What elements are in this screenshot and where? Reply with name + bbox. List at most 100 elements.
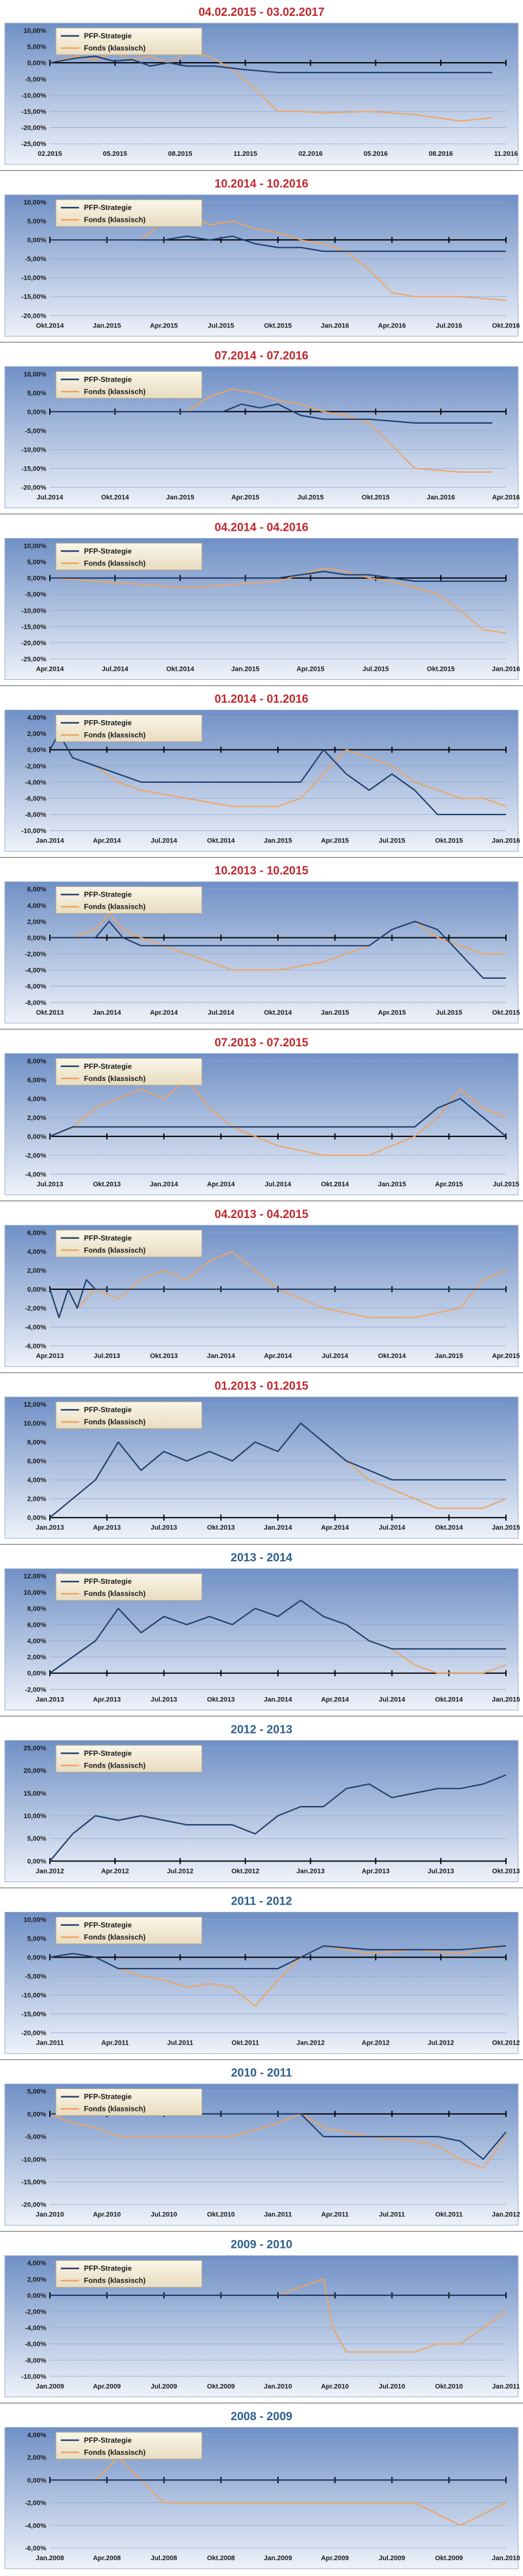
x-tick-label: Okt.2014 [101,494,130,501]
x-tick-label: Jan.2012 [36,1867,64,1875]
y-tick-label: -5,00% [25,256,46,263]
y-tick-label: 0,00% [27,2477,46,2484]
y-tick-label: 0,00% [27,1514,46,1522]
x-tick-label: Jul.2014 [265,1181,291,1188]
y-tick-label: 2,00% [27,2454,46,2462]
x-tick-label: Jan.2013 [36,1696,64,1703]
x-tick-label: Okt.2014 [321,1181,350,1188]
x-tick-label: Jul.2015 [362,666,389,673]
legend-box [55,1916,203,1944]
x-tick-label: Jan.2009 [36,2383,64,2390]
legend-label-strategy: PFP-Strategie [84,32,132,40]
y-tick-label: -4,00% [25,967,46,975]
x-tick-label: Apr.2008 [93,2555,121,2562]
y-tick-label: -6,00% [25,2341,46,2348]
y-tick-label: 5,00% [27,218,46,225]
x-tick-label: Jul.2015 [297,494,324,501]
x-tick-label: Jan.2015 [264,838,292,845]
chart-block: 2010 - 2011 5,00% 0,00% -5,00% -10,00% -15,00… [0,2067,523,2232]
x-tick-label: Okt.2015 [427,666,455,673]
x-tick-label: Apr.2009 [321,2555,349,2562]
x-tick-label: Jul.2008 [151,2555,177,2562]
x-tick-label: Jul.2015 [208,322,234,329]
legend-label-fund: Fonds (klassisch) [84,2448,145,2457]
x-tick-label: Okt.2016 [492,322,520,329]
x-tick-label: Jul.2014 [36,494,63,501]
y-tick-label: 4,00% [27,1248,46,1256]
legend-label-fund: Fonds (klassisch) [84,1589,145,1598]
x-tick-label: Jan.2015 [321,1009,349,1017]
x-tick-label: Jul.2013 [151,1524,177,1531]
legend-label-strategy: PFP-Strategie [84,1405,132,1414]
y-tick-label: 5,00% [27,1935,46,1942]
y-tick-label: 0,00% [27,1286,46,1293]
y-tick-label: -15,00% [21,623,46,631]
y-tick-label: -10,00% [21,607,46,615]
y-tick-label: 6,00% [27,1622,46,1629]
series-line-strategy [49,1945,507,1970]
x-tick-label: Apr.2012 [362,2040,390,2047]
y-tick-label: 5,00% [27,390,46,397]
y-tick-label: -5,00% [25,427,46,435]
y-tick-label: 4,00% [27,2260,46,2267]
legend-label-strategy: PFP-Strategie [84,2264,132,2273]
y-tick-label: 5,00% [27,559,46,566]
x-tick-label: 08.2015 [168,150,192,158]
legend-label-strategy: PFP-Strategie [84,2436,132,2445]
y-tick-label: -6,00% [25,1343,46,1350]
y-tick-label: 25,00% [24,1745,47,1752]
x-tick-label: Jan.2015 [492,1696,520,1703]
x-tick-label: Jan.2014 [264,1696,293,1703]
x-tick-label: Apr.2014 [150,1009,179,1017]
y-tick-label: -10,00% [21,275,46,282]
legend-label-strategy: PFP-Strategie [84,1749,132,1757]
y-tick-label: -10,00% [21,828,46,835]
chart-title: 2011 - 2012 [231,1895,292,1908]
series-line-strategy [49,1600,506,1674]
y-tick-label: -2,00% [25,763,46,770]
y-tick-label: -2,00% [25,2309,46,2316]
x-tick-label: Okt.2013 [150,1353,178,1360]
x-tick-label: Jan.2010 [36,2211,64,2219]
x-tick-label: Okt.2014 [435,1524,463,1531]
x-tick-label: Jan.2015 [93,322,121,329]
series-line-strategy [49,1097,507,1137]
chart-block: 2008 - 2009 4,00% 2,00% 0,00% -2,00% -4,00% -6… [4,2410,520,2569]
x-tick-label: Apr.2014 [321,1696,350,1703]
y-tick-label: -4,00% [25,2325,46,2332]
x-tick-label: Apr.2011 [321,2211,348,2219]
x-tick-label: Apr.2013 [36,1353,64,1360]
series-line-strategy [50,235,506,252]
series-line-fund [50,212,507,301]
y-tick-label: -8,00% [25,999,46,1007]
legend-label-fund: Fonds (klassisch) [84,1933,145,1941]
x-tick-label: 05.2015 [103,150,127,158]
series-line-fund [49,567,507,634]
x-tick-label: Jul.2014 [208,1009,235,1017]
x-tick-label: Okt.2013 [207,1524,235,1531]
x-tick-label: Jul.2014 [151,838,178,845]
x-tick-label: Jul.2013 [36,1181,63,1188]
x-tick-label: Apr.2010 [321,2383,349,2390]
x-tick-label: Apr.2014 [207,1181,235,1188]
chart-block: 01.2013 - 01.2015 12,00% 10,00% 8,00% 6,00% 4… [0,1380,523,1545]
legend-label-fund: Fonds (klassisch) [84,903,145,911]
chart-block: 10.2013 - 10.2015 6,00% 4,00% 2,00% 0,00% -2,… [0,865,523,1030]
chart-title: 07.2013 - 07.2015 [215,1037,309,1049]
y-tick-label: 2,00% [27,919,46,926]
x-tick-label: Apr.2012 [101,1867,129,1875]
y-tick-label: -5,00% [25,76,46,83]
y-tick-label: 10,00% [24,1813,47,1820]
x-tick-label: Okt.2012 [231,1867,259,1875]
y-tick-label: 4,00% [27,2432,46,2439]
x-tick-label: Okt.2015 [362,494,390,501]
series-line-strategy [49,1279,506,1318]
legend-box [55,27,203,55]
y-tick-label: -2,00% [25,951,46,958]
x-tick-label: Jan.2015 [378,1181,406,1188]
legend-box [55,1573,203,1601]
series-line-strategy [49,732,506,816]
legend-box [55,2432,203,2460]
x-tick-label: Apr.2013 [362,1867,390,1875]
